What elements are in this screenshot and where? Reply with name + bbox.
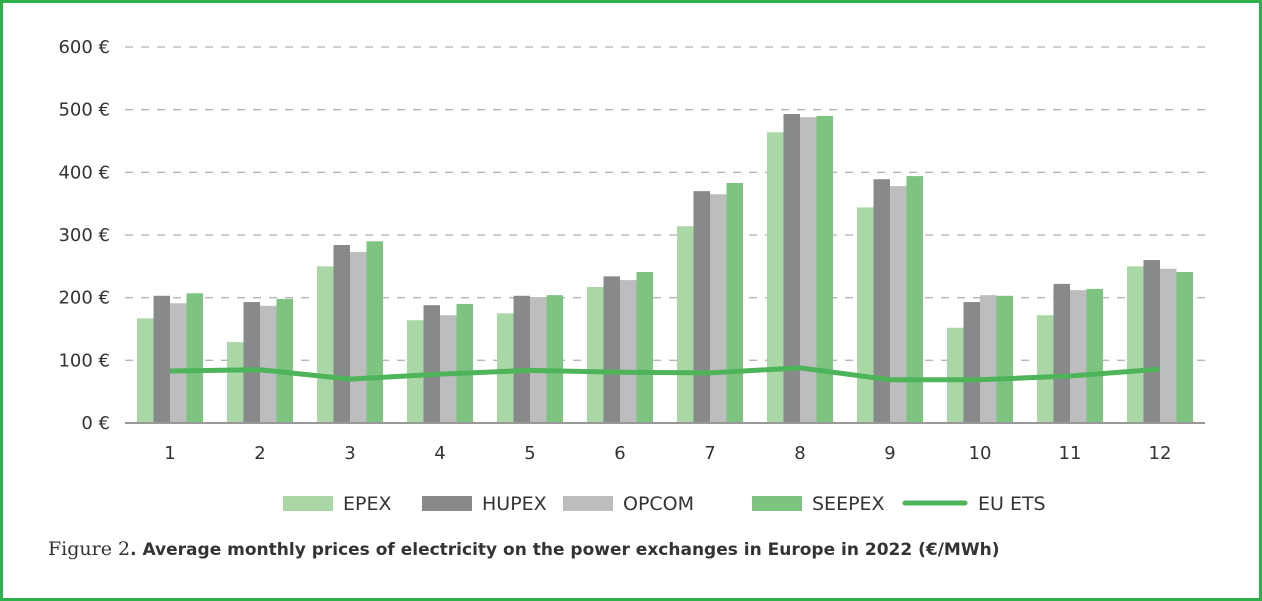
bar-seepex — [636, 271, 653, 423]
bar-opcom — [440, 315, 457, 423]
x-tick-label: 3 — [344, 443, 355, 464]
bar-epex — [587, 287, 604, 423]
legend-label: EPEX — [343, 493, 391, 515]
bar-hupex — [693, 191, 710, 423]
bar-opcom — [710, 194, 727, 423]
bar-opcom — [800, 117, 817, 423]
figure-caption: Figure 2. Average monthly prices of elec… — [48, 538, 999, 561]
bar-seepex — [186, 293, 203, 423]
bar-opcom — [170, 303, 187, 423]
bar-hupex — [603, 276, 620, 423]
bar-hupex — [243, 302, 260, 423]
x-tick-label: 8 — [794, 443, 805, 464]
bar-seepex — [276, 298, 293, 423]
bar-epex — [677, 226, 694, 423]
bar-epex — [857, 207, 874, 423]
bar-epex — [227, 342, 244, 423]
x-tick-label: 12 — [1149, 443, 1172, 464]
bar-hupex — [783, 114, 800, 423]
caption-title: . Average monthly prices of electricity … — [130, 540, 1000, 560]
bar-hupex — [1143, 260, 1160, 423]
bar-epex — [497, 313, 514, 423]
bar-seepex — [366, 241, 383, 423]
bar-seepex — [726, 182, 743, 423]
legend-swatch-epex — [283, 496, 333, 511]
legend-swatch-seepex — [752, 496, 802, 511]
bar-seepex — [906, 176, 923, 423]
bar-hupex — [423, 305, 440, 423]
bar-epex — [947, 327, 964, 423]
bar-opcom — [1070, 290, 1087, 423]
bar-hupex — [333, 245, 350, 423]
legend-label: OPCOM — [623, 493, 694, 515]
legend-swatch-opcom — [563, 496, 613, 511]
bar-epex — [1127, 266, 1144, 423]
bar-hupex — [153, 295, 170, 423]
bar-opcom — [1160, 268, 1177, 423]
bar-hupex — [1053, 283, 1070, 423]
bar-hupex — [873, 179, 890, 423]
bar-epex — [1037, 315, 1054, 423]
bar-epex — [767, 132, 784, 423]
legend-label: HUPEX — [482, 493, 547, 515]
bar-seepex — [1086, 288, 1103, 423]
legend-label: SEEPEX — [812, 493, 885, 515]
bar-seepex — [546, 295, 563, 423]
x-tick-label: 7 — [704, 443, 715, 464]
line-eu-ets — [169, 365, 1161, 383]
bar-hupex — [513, 295, 530, 423]
x-tick-label: 1 — [164, 443, 175, 464]
bar-hupex — [963, 302, 980, 423]
bar-opcom — [530, 297, 547, 423]
x-tick-label: 6 — [614, 443, 625, 464]
bar-epex — [317, 266, 334, 423]
x-tick-label: 2 — [254, 443, 265, 464]
y-tick-label: 100 € — [58, 350, 110, 371]
bar-seepex — [996, 295, 1013, 423]
bar-opcom — [620, 280, 637, 423]
bar-opcom — [890, 186, 907, 423]
bar-opcom — [350, 251, 367, 423]
x-tick-label: 9 — [884, 443, 895, 464]
x-tick-label: 4 — [434, 443, 445, 464]
bar-opcom — [260, 305, 277, 423]
bar-seepex — [456, 303, 473, 423]
y-tick-label: 400 € — [58, 162, 110, 183]
legend-label: EU ETS — [978, 493, 1046, 515]
y-tick-label: 0 € — [81, 413, 110, 434]
bar-opcom — [980, 295, 997, 423]
bar-seepex — [1176, 271, 1193, 423]
bar-epex — [407, 320, 424, 423]
y-tick-label: 500 € — [58, 100, 110, 121]
bar-epex — [137, 318, 154, 423]
y-tick-label: 600 € — [58, 37, 110, 58]
y-tick-label: 200 € — [58, 288, 110, 309]
bar-seepex — [816, 115, 833, 423]
x-tick-label: 5 — [524, 443, 535, 464]
legend-swatch-hupex — [422, 496, 472, 511]
caption-label: Figure 2 — [48, 538, 131, 560]
y-tick-label: 300 € — [58, 225, 110, 246]
x-tick-label: 11 — [1059, 443, 1082, 464]
x-tick-label: 10 — [969, 443, 992, 464]
